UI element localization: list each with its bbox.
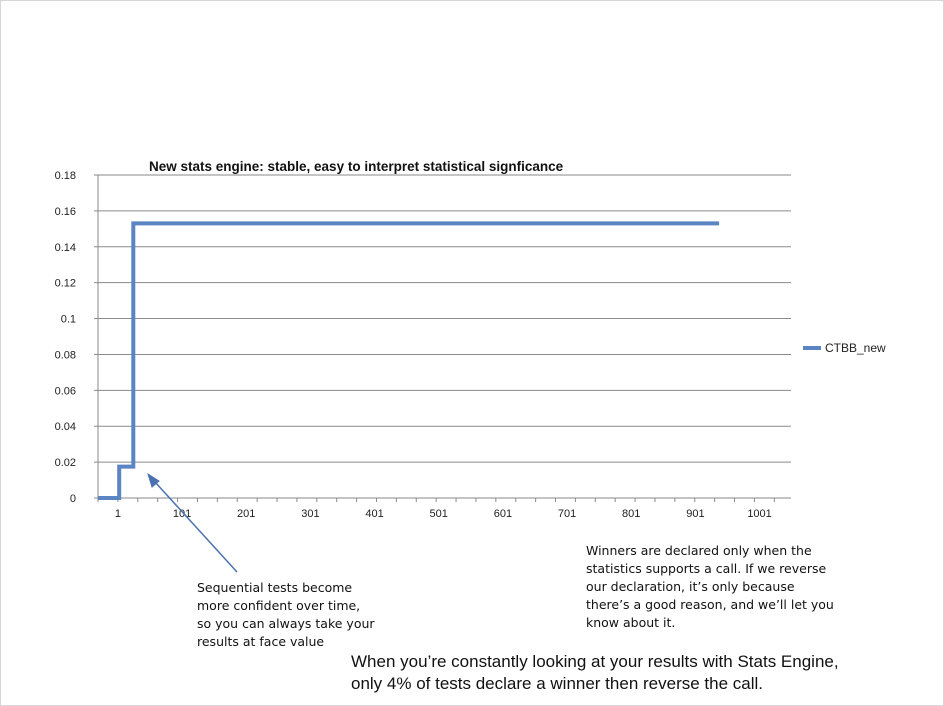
left-note-line: so you can always take your (197, 616, 375, 631)
y-tick-label: 0.06 (55, 385, 76, 397)
series-line-ctbb-new (98, 221, 720, 500)
right-note-line: there’s a good reason, and we’ll let you (586, 597, 834, 612)
annotation-arrow-head (147, 472, 160, 488)
left-note-line: results at face value (197, 634, 325, 649)
x-tick-label: 301 (301, 508, 319, 520)
y-tick-label: 0.08 (55, 349, 76, 361)
right-note-line: our declaration, it’s only because (586, 579, 795, 594)
y-tick-label: 0.02 (55, 457, 76, 469)
x-tick-label: 501 (430, 508, 448, 520)
right-note-line: statistics supports a call. If we revers… (586, 561, 827, 576)
y-tick-label: 0 (70, 493, 76, 505)
legend: CTBB_new (803, 341, 886, 355)
right-note-line: Winners are declared only when the (586, 543, 812, 558)
y-tick-label: 0.1 (61, 314, 76, 326)
y-tick-label: 0.12 (55, 278, 76, 290)
chart-title: New stats engine: stable, easy to interp… (149, 159, 564, 174)
right-annotation: Winners are declared only when the stati… (586, 542, 856, 632)
left-note-line: more confident over time, (197, 598, 361, 613)
x-tick-label: 701 (558, 508, 576, 520)
x-tick-label: 401 (365, 508, 383, 520)
footer-caption: When you’re constantly looking at your r… (351, 651, 941, 695)
y-tick-label: 0.04 (55, 421, 76, 433)
x-tick-label: 901 (686, 508, 704, 520)
x-tick-label: 801 (622, 508, 640, 520)
left-annotation: Sequential tests become more confident o… (197, 579, 397, 651)
x-tick-label: 1 (115, 508, 121, 520)
x-tick-label: 1001 (747, 508, 771, 520)
footer-line: only 4% of tests declare a winner then r… (351, 674, 763, 693)
legend-label: CTBB_new (825, 341, 886, 355)
x-tick-label: 201 (237, 508, 255, 520)
x-tick-label: 601 (494, 508, 512, 520)
footer-line: When you’re constantly looking at your r… (351, 652, 839, 671)
y-tick-label: 0.18 (55, 170, 76, 182)
right-note-line: know about it. (586, 615, 676, 630)
legend-swatch (803, 346, 821, 350)
y-tick-label: 0.16 (55, 206, 76, 218)
y-tick-label: 0.14 (55, 242, 76, 254)
annotation-arrow-shaft (154, 481, 238, 573)
left-note-line: Sequential tests become (197, 580, 353, 595)
